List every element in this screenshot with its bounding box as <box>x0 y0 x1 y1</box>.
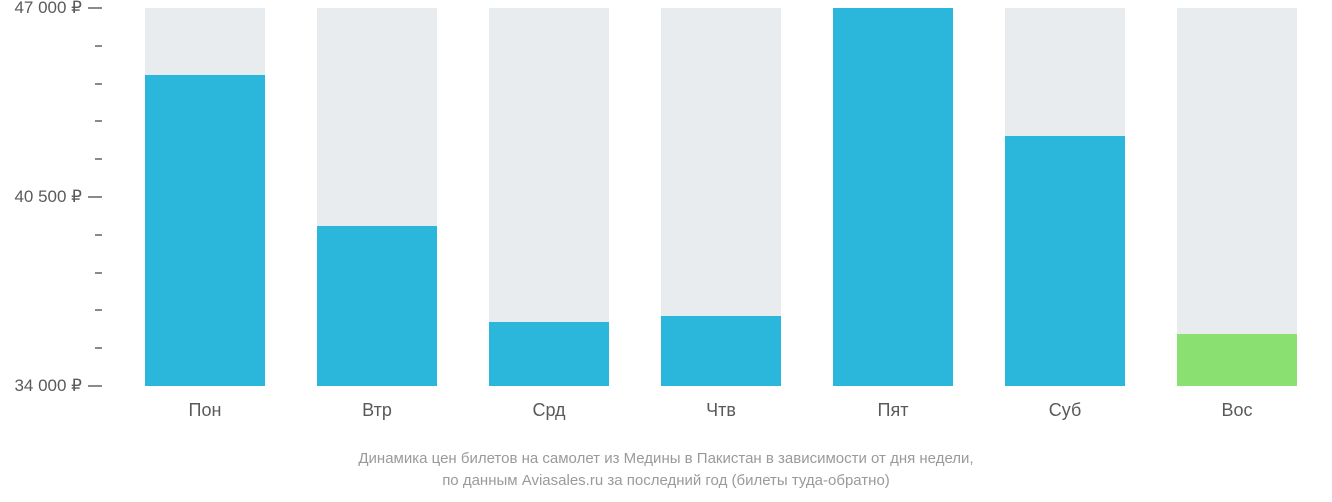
price-by-weekday-chart: 34 000 ₽40 500 ₽47 000 ₽ ПонВтрСрдЧтвПят… <box>0 0 1332 502</box>
bar <box>317 226 437 386</box>
bar <box>661 316 781 386</box>
bar-background <box>1177 8 1297 386</box>
bar <box>833 8 953 386</box>
y-axis-tick <box>88 385 102 387</box>
y-axis-minor-tick <box>95 234 102 236</box>
x-axis-label: Суб <box>1049 400 1082 421</box>
y-axis-minor-tick <box>95 45 102 47</box>
y-axis: 34 000 ₽40 500 ₽47 000 ₽ <box>0 8 110 386</box>
x-axis-label: Пон <box>189 400 222 421</box>
y-axis-minor-tick <box>95 347 102 349</box>
x-axis-label: Втр <box>362 400 392 421</box>
y-axis-minor-tick <box>95 309 102 311</box>
x-axis-label: Чтв <box>706 400 736 421</box>
y-axis-label: 40 500 ₽ <box>14 187 82 207</box>
y-axis-tick <box>88 196 102 198</box>
y-axis-label: 34 000 ₽ <box>14 376 82 396</box>
chart-caption-line2: по данным Aviasales.ru за последний год … <box>0 470 1332 493</box>
x-axis-label: Вос <box>1221 400 1252 421</box>
bar <box>1177 334 1297 386</box>
y-axis-minor-tick <box>95 120 102 122</box>
bar <box>1005 136 1125 386</box>
y-axis-tick <box>88 7 102 9</box>
x-axis-label: Срд <box>532 400 565 421</box>
bar <box>145 75 265 386</box>
y-axis-label: 47 000 ₽ <box>14 0 82 18</box>
x-axis: Пон Втр Срд Чтв Пят Суб Вос <box>110 386 1320 426</box>
chart-caption-line1: Динамика цен билетов на самолет из Медин… <box>0 448 1332 471</box>
y-axis-minor-tick <box>95 83 102 85</box>
y-axis-minor-tick <box>95 158 102 160</box>
y-axis-minor-tick <box>95 272 102 274</box>
x-axis-label: Пят <box>878 400 909 421</box>
plot-area <box>110 8 1320 386</box>
bar <box>489 322 609 386</box>
